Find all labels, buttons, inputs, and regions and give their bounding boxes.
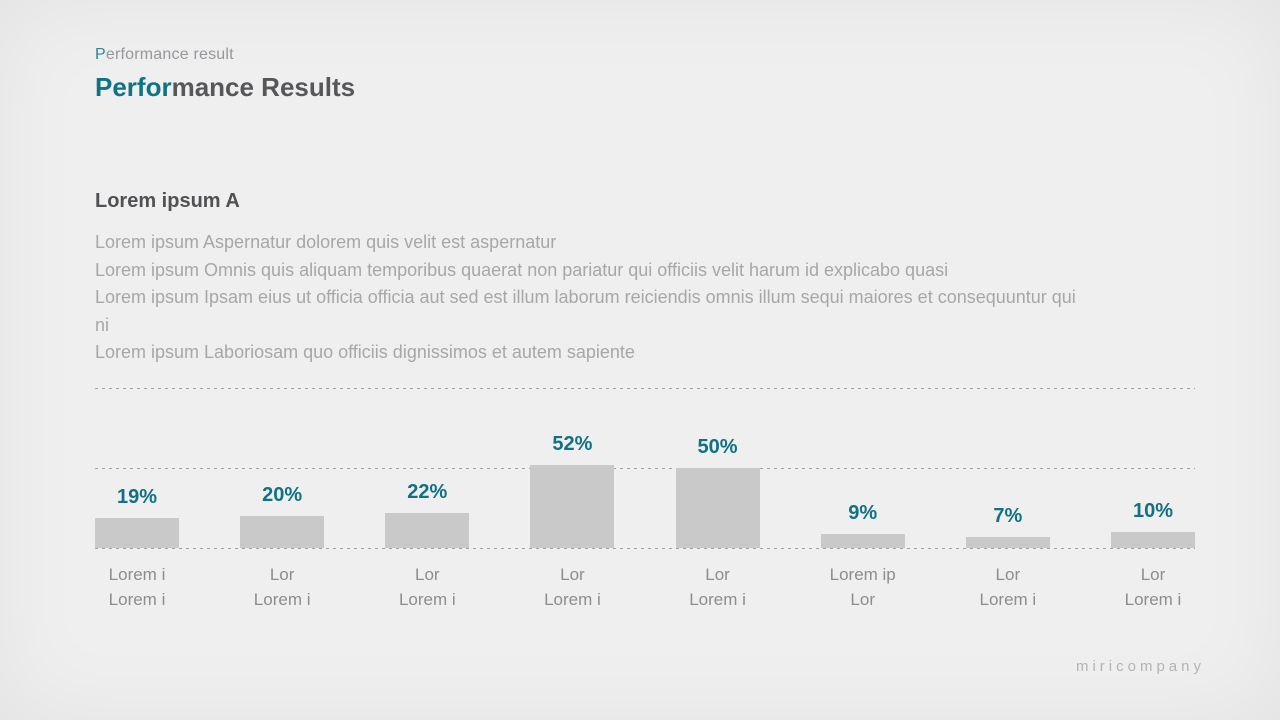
chart-bar-column: 10% [1110,500,1195,548]
category-label-line1: Lorem ip [829,565,896,584]
page-title-rest-text: mance Results [171,72,356,102]
bar [1110,532,1195,548]
chart-category-row: Lorem i Lorem i Lor Lorem i Lor Lorem i … [95,562,1195,612]
category-label-line1: Lor [560,565,585,584]
chart-gridline [95,468,1195,469]
body-text-line: Lorem ipsum Laboriosam quo officiis dign… [95,342,635,362]
category-label-line2: Lorem i [398,590,456,609]
bar-value-label: 22% [407,480,448,503]
category-label-line1: Lor [995,565,1021,584]
category-label: Lor Lorem i [385,562,469,612]
eyebrow-rest-text: erformance result [105,46,234,63]
chart-bar-column: 22% [385,480,470,548]
chart-bar-column: 50% [675,436,760,548]
category-label: Lor Lorem i [530,562,614,612]
body-text-line: ni [95,314,110,335]
bar [95,517,179,548]
category-label-line1: Lor [705,565,730,584]
category-label: Lor Lorem i [240,562,324,612]
body-text-line: Lorem ipsum Ipsam eius ut officia offici… [95,287,1076,307]
category-label: Lor Lorem i [676,562,760,612]
category-label-line2: Lorem i [979,590,1037,609]
chart-bar-column: 19% [95,486,179,548]
bar-value-label: 10% [1132,500,1173,522]
eyebrow-label: Performance result [95,46,234,64]
category-label: Lor Lorem i [966,562,1050,612]
body-text-line: Lorem ipsum Omnis quis aliquam temporibu… [95,259,949,280]
category-label-line2: Lorem i [544,590,601,609]
category-label-line2: Lorem i [108,590,166,609]
category-label-line1: Lorem i [108,565,166,584]
page-title: Performance Results [95,72,355,103]
category-label-line2: Lorem i [1124,590,1182,609]
body-text-line: Lorem ipsum Aspernatur dolorem quis veli… [95,232,557,252]
category-label-line2: Lorem i [253,590,311,609]
category-label: Lorem i Lorem i [95,562,179,612]
bar [530,464,615,548]
chart-bars-row: 19% 20% 22% 52% [95,433,1195,548]
category-label-line1: Lor [269,565,295,584]
bar [965,536,1050,548]
chart-gridline [95,548,1195,549]
chart-bar-column: 7% [965,504,1050,548]
brand-footer-text: miricompany [1075,658,1205,675]
chart-gridline [95,388,1195,389]
bar [385,512,470,548]
category-label-line1: Lor [414,565,440,584]
bar-value-label: 50% [697,436,738,458]
bar-value-label: 52% [552,432,593,455]
chart-bar-column: 52% [530,432,615,548]
category-label: Lorem ip Lor [821,562,905,612]
category-label-line2: Lorem i [689,590,746,609]
section-body: Lorem ipsum Aspernatur dolorem quis veli… [95,229,1197,367]
category-label: Lor Lorem i [1111,562,1195,612]
category-label-line1: Lor [1140,565,1166,584]
bar [240,516,325,548]
eyebrow-accent-text: P [95,46,106,63]
category-label-line2: Lor [850,590,875,609]
bar-value-label: 9% [848,501,878,524]
bar [820,533,905,548]
bar-value-label: 7% [993,504,1023,527]
chart-bar-column: 9% [820,501,905,548]
page-title-accent-text: Perfor [95,72,172,102]
bar [675,468,760,548]
bar-value-label: 20% [262,484,303,506]
bar-chart: 19% 20% 22% 52% [95,388,1195,549]
bar-value-label: 19% [116,485,158,508]
section-heading: Lorem ipsum A [95,190,240,212]
chart-bar-column: 20% [240,484,325,548]
